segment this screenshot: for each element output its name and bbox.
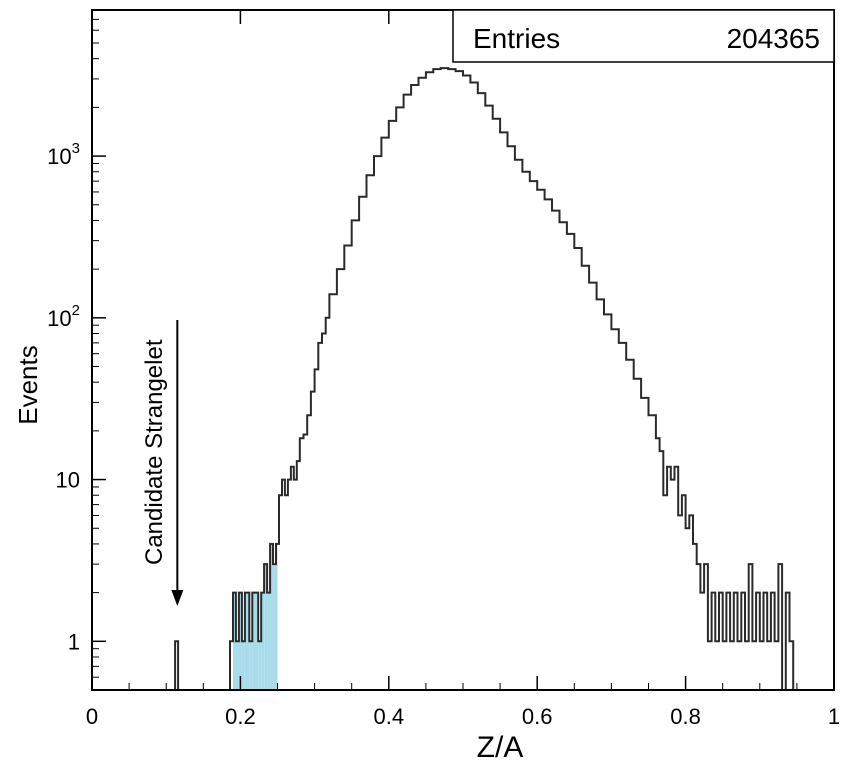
x-tick-labels: 0 0.2 0.4 0.6 0.8 1 [86,704,840,729]
highlight-fill-bin [235,641,239,690]
y-tick-label: 10 [56,468,80,493]
x-tick-label: 1 [828,704,840,729]
highlight-fill-bin [249,641,253,690]
y-tick-label-exponent: 2 [72,302,80,319]
stat-box-frame [452,9,835,63]
highlight-fill-bin [273,564,277,690]
highlight-region-layer [232,543,278,690]
highlight-fill-bin [258,641,262,690]
candidate-annotation: Candidate Strangelet [141,320,184,606]
y-tick-label: 1 [68,629,80,654]
stat-box-value: 204365 [727,23,820,54]
tick-layer [91,9,835,691]
series-layer [173,67,795,691]
annotation-arrow-head [171,590,184,606]
y-tick-label-base: 10 [47,144,71,169]
stat-box-label: Entries [473,23,560,54]
y-tick-label: 102 [47,302,80,331]
x-tick-label: 0.4 [374,704,405,729]
y-tick-label-exponent: 3 [72,140,80,157]
highlight-fill-bin [276,543,278,690]
y-tick-label-base: 10 [47,306,71,331]
y-axis-label: Events [13,345,43,425]
highlight-fill-bin [264,564,268,690]
y-tick-label: 103 [47,140,80,169]
annotation-text: Candidate Strangelet [141,339,168,565]
highlight-fill-bin [244,592,250,690]
stat-box: Entries 204365 [452,9,835,63]
y-tick-label-base: 1 [68,629,80,654]
highlight-fill-bin [241,641,245,690]
highlight-fill-bin [238,592,242,690]
highlight-fill-bin [261,592,265,690]
highlight-fill-bin [270,543,274,690]
highlight-fill-bin [267,592,271,690]
x-tick-label: 0.2 [225,704,256,729]
series-line [173,67,795,691]
y-tick-label-base: 10 [56,468,80,493]
highlight-fill-bin [252,592,259,690]
highlight-fill-bin [232,592,236,690]
x-axis-label: Z/A [477,731,524,764]
x-tick-label: 0 [86,704,98,729]
x-tick-label: 0.6 [522,704,553,729]
x-tick-label: 0.8 [670,704,701,729]
